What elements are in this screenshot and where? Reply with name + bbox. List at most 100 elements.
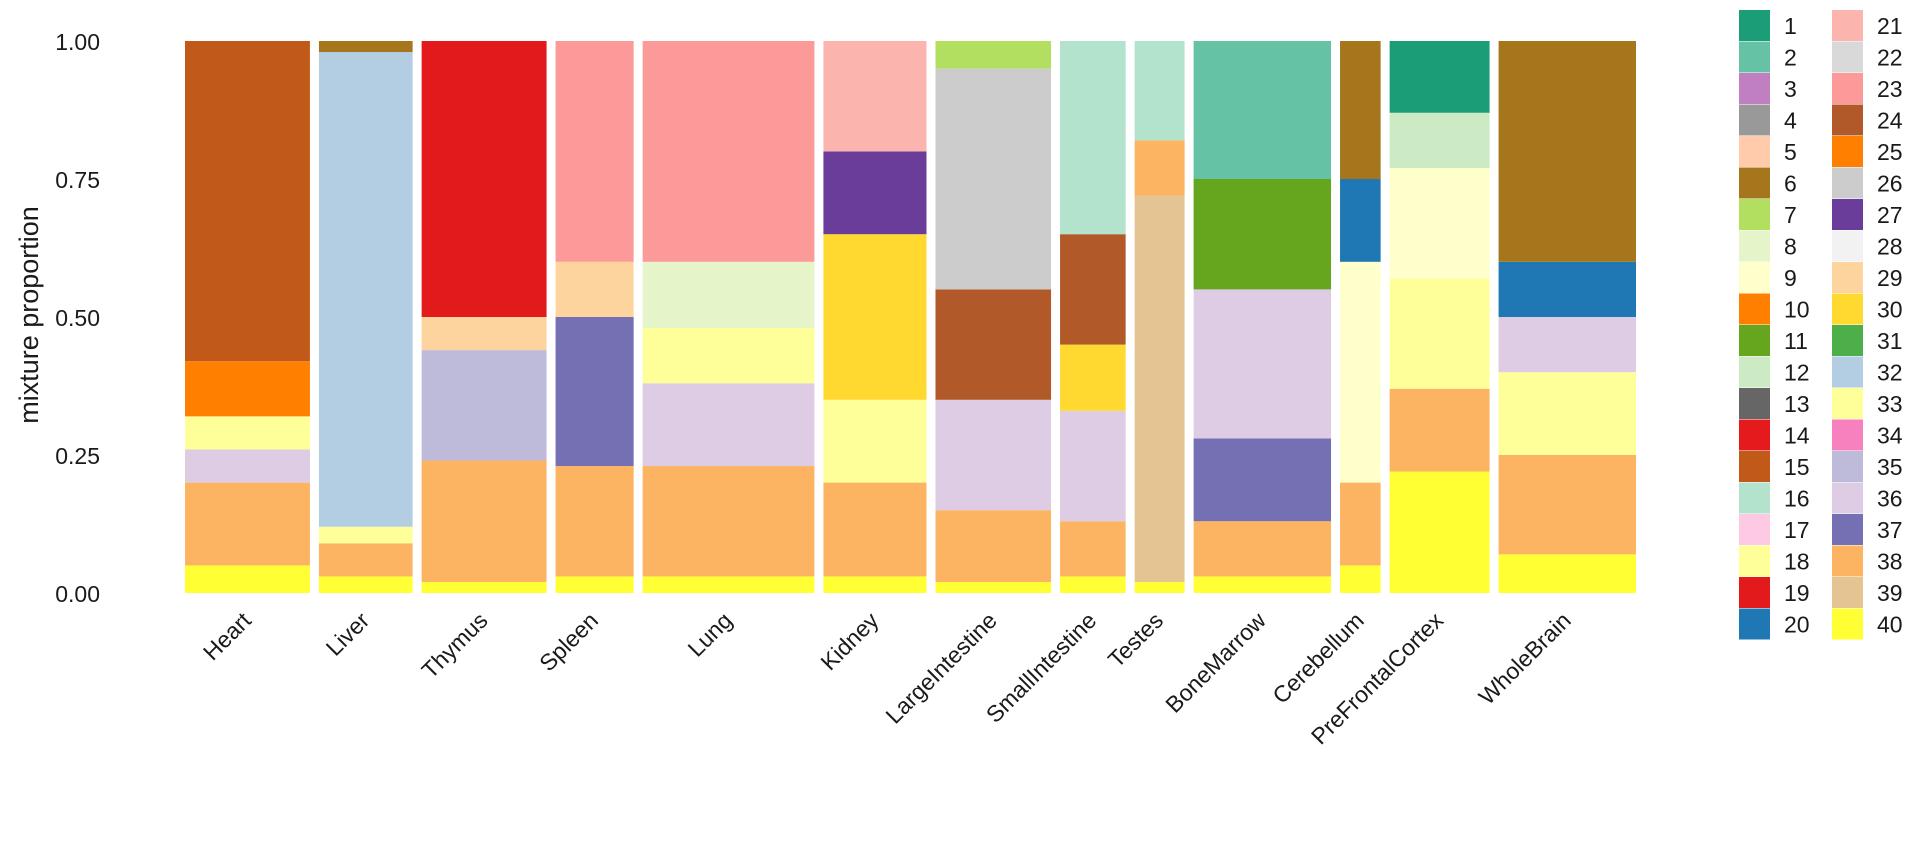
legend-label: 2: [1784, 45, 1797, 71]
legend-swatch: [1739, 325, 1770, 356]
legend-label: 8: [1784, 234, 1797, 260]
legend-label: 6: [1784, 171, 1797, 197]
legend-item: 11: [1739, 325, 1808, 356]
segment-component-27: [823, 151, 927, 235]
legend-swatch: [1832, 577, 1863, 608]
legend-label: 29: [1877, 265, 1903, 291]
legend-item: 28: [1832, 230, 1903, 262]
legend-label: 14: [1784, 423, 1810, 449]
legend-swatch: [1832, 545, 1863, 577]
segment-component-38: [1134, 140, 1185, 196]
segment-component-36: [642, 383, 815, 467]
segment-component-30: [823, 234, 927, 400]
legend-label: 22: [1877, 45, 1903, 71]
legend-item: 31: [1832, 325, 1903, 356]
legend-item: 27: [1832, 199, 1903, 230]
y-tick-label: 0.75: [55, 167, 100, 193]
x-tick-label: WholeBrain: [1473, 607, 1575, 709]
x-tick-label: Kidney: [815, 607, 883, 675]
segment-component-40: [1134, 581, 1185, 593]
segment-component-40: [1193, 576, 1332, 593]
legend-label: 3: [1784, 76, 1797, 102]
segment-component-38: [1060, 521, 1126, 577]
legend-swatch: [1739, 73, 1770, 104]
segment-component-36: [935, 399, 1052, 511]
legend-item: 1: [1739, 10, 1797, 41]
segment-component-20: [1498, 261, 1636, 317]
segment-component-38: [555, 466, 634, 577]
segment-component-10: [185, 361, 310, 417]
segment-component-30: [1060, 344, 1126, 411]
legend-label: 34: [1877, 423, 1903, 449]
legend-label: 23: [1877, 76, 1903, 102]
legend-label: 38: [1877, 549, 1903, 575]
segment-component-29: [421, 317, 547, 351]
segment-component-8: [642, 261, 815, 329]
segment-component-38: [1340, 482, 1381, 566]
legend-label: 21: [1877, 13, 1903, 39]
segment-component-32: [318, 52, 413, 527]
legend-item: 33: [1832, 388, 1903, 419]
y-tick-label: 0.50: [55, 305, 100, 331]
y-tick-label: 0.25: [55, 443, 100, 469]
legend-swatch: [1739, 136, 1770, 167]
legend-swatch: [1832, 230, 1863, 262]
legend-item: 23: [1832, 73, 1903, 104]
legend-swatch: [1739, 104, 1770, 136]
legend-label: 18: [1784, 549, 1810, 575]
segment-component-1: [1389, 41, 1490, 113]
x-tick-label: Spleen: [534, 607, 603, 676]
legend: 1234567891011121314151617181920212223242…: [1739, 10, 1903, 640]
legend-item: 14: [1739, 419, 1810, 451]
legend-label: 32: [1877, 360, 1903, 386]
group-kidney: [823, 41, 927, 593]
group-largeintestine: [935, 41, 1052, 593]
legend-label: 13: [1784, 391, 1810, 417]
legend-swatch: [1832, 10, 1863, 41]
legend-item: 34: [1832, 419, 1903, 451]
group-bonemarrow: [1193, 41, 1332, 593]
segment-component-29: [555, 261, 634, 317]
legend-label: 5: [1784, 139, 1797, 165]
segment-component-24: [935, 289, 1052, 400]
group-thymus: [421, 41, 547, 593]
legend-item: 5: [1739, 136, 1797, 167]
segment-component-15: [185, 41, 310, 362]
legend-swatch: [1832, 136, 1863, 167]
x-tick-label: Lung: [682, 607, 737, 662]
y-tick-label: 0.00: [55, 581, 100, 607]
segment-component-6: [318, 41, 413, 53]
legend-label: 39: [1877, 580, 1903, 606]
legend-label: 20: [1784, 612, 1810, 638]
segment-component-26: [935, 68, 1052, 290]
legend-item: 29: [1832, 262, 1903, 293]
legend-item: 16: [1739, 482, 1810, 514]
legend-swatch: [1739, 262, 1770, 293]
segment-component-33: [1498, 372, 1636, 455]
legend-swatch: [1832, 104, 1863, 136]
legend-label: 10: [1784, 297, 1810, 323]
legend-item: 3: [1739, 73, 1797, 104]
legend-item: 30: [1832, 293, 1903, 325]
legend-item: 26: [1832, 167, 1903, 199]
legend-item: 38: [1832, 545, 1903, 577]
segment-component-40: [555, 576, 634, 593]
legend-label: 15: [1784, 454, 1810, 480]
legend-swatch: [1832, 451, 1863, 482]
legend-item: 6: [1739, 167, 1797, 199]
segment-component-33: [823, 399, 927, 483]
legend-label: 28: [1877, 234, 1903, 260]
segment-component-6: [1340, 41, 1381, 179]
segment-component-36: [1498, 317, 1636, 373]
legend-item: 13: [1739, 388, 1810, 419]
legend-swatch: [1832, 388, 1863, 419]
legend-label: 31: [1877, 328, 1903, 354]
legend-item: 21: [1832, 10, 1903, 41]
x-tick-label: Liver: [321, 607, 375, 661]
segment-component-20: [1340, 179, 1381, 262]
segment-component-38: [1193, 521, 1332, 577]
group-testes: [1134, 41, 1185, 593]
segment-component-6: [1498, 41, 1636, 262]
